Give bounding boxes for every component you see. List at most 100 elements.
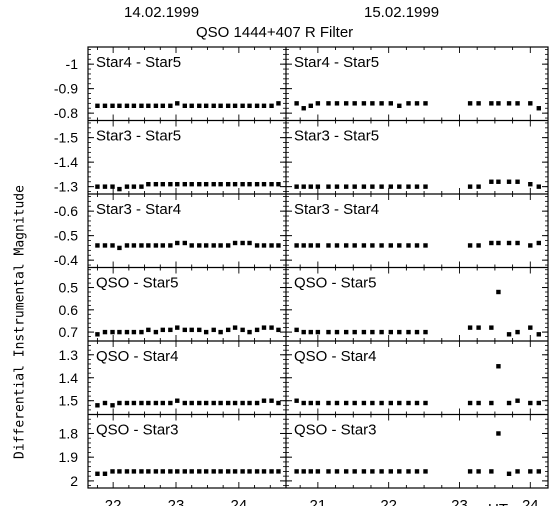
- data-point: [276, 400, 281, 406]
- data-point: [225, 243, 231, 248]
- data-point: [334, 101, 340, 106]
- data-point: [423, 469, 428, 474]
- data-point: [197, 103, 202, 108]
- y-tick-label: 1.5: [59, 393, 79, 409]
- data-point: [315, 243, 321, 248]
- data-point: [117, 469, 122, 474]
- data-point: [175, 101, 180, 106]
- data-point: [528, 101, 533, 106]
- data-point: [95, 332, 100, 337]
- data-point: [388, 469, 393, 474]
- data-point: [536, 184, 541, 189]
- chart-title: QSO 1444+407 R Filter: [196, 24, 354, 41]
- data-point: [102, 243, 108, 248]
- data-point: [175, 469, 180, 474]
- y-tick-label: -1: [66, 56, 79, 72]
- data-point: [160, 469, 165, 474]
- data-point: [536, 240, 541, 246]
- data-point: [153, 103, 159, 108]
- data-point: [388, 243, 393, 248]
- y-tick-label: 0.6: [59, 302, 79, 318]
- data-point: [301, 106, 306, 111]
- data-point: [102, 471, 108, 476]
- data-point: [160, 400, 165, 406]
- data-point: [489, 240, 494, 246]
- data-point: [467, 243, 473, 248]
- data-point: [146, 243, 151, 248]
- data-point: [240, 240, 245, 246]
- data-point: [232, 182, 238, 187]
- data-point: [124, 103, 130, 108]
- data-point: [506, 471, 512, 476]
- data-point: [269, 398, 274, 403]
- data-point: [476, 184, 481, 189]
- data-point: [536, 106, 541, 111]
- data-point: [326, 329, 331, 335]
- data-point: [294, 398, 299, 403]
- data-point: [301, 329, 306, 335]
- data-point: [211, 103, 216, 108]
- data-point: [423, 243, 428, 248]
- data-point: [536, 332, 541, 337]
- data-point: [124, 469, 130, 474]
- data-point: [361, 469, 367, 474]
- data-point: [467, 101, 473, 106]
- data-point: [496, 289, 501, 295]
- data-point: [211, 182, 216, 187]
- data-point: [232, 469, 238, 474]
- data-point: [146, 469, 151, 474]
- data-point: [379, 184, 384, 189]
- data-point: [203, 182, 209, 187]
- data-point: [218, 243, 223, 248]
- data-point: [211, 400, 216, 406]
- panel-label: Star4 - Star5: [96, 54, 181, 71]
- data-point: [489, 400, 494, 406]
- data-point: [182, 103, 187, 108]
- data-point: [203, 103, 209, 108]
- data-point: [334, 400, 340, 406]
- data-point: [406, 184, 411, 189]
- data-point: [496, 431, 501, 436]
- data-point: [388, 400, 393, 406]
- data-point: [334, 243, 340, 248]
- data-point: [476, 243, 481, 248]
- y-tick-label: 1.9: [59, 449, 79, 465]
- data-point: [308, 243, 313, 248]
- data-point: [334, 329, 340, 335]
- data-point: [254, 469, 260, 474]
- data-point: [414, 184, 420, 189]
- data-point: [334, 184, 340, 189]
- data-point: [506, 101, 512, 106]
- data-point: [489, 101, 494, 106]
- data-point: [423, 329, 428, 335]
- data-point: [131, 469, 137, 474]
- panel-label: QSO - Star3: [96, 422, 179, 439]
- data-point: [168, 469, 173, 474]
- data-point: [276, 243, 281, 248]
- data-point: [95, 243, 100, 248]
- data-point: [515, 101, 520, 106]
- data-point: [240, 103, 245, 108]
- data-point: [168, 400, 173, 406]
- data-point: [225, 327, 231, 333]
- data-point: [175, 325, 180, 330]
- data-point: [352, 184, 357, 189]
- data-point: [467, 400, 473, 406]
- data-point: [160, 243, 165, 248]
- panel-label: Star3 - Star4: [294, 201, 379, 218]
- data-point: [232, 240, 238, 246]
- data-point: [489, 179, 494, 184]
- data-point: [301, 469, 306, 474]
- data-point: [218, 103, 223, 108]
- data-point: [218, 469, 223, 474]
- data-point: [506, 179, 512, 184]
- data-point: [197, 400, 202, 406]
- panel-label: QSO - Star5: [294, 275, 377, 292]
- data-point: [294, 243, 299, 248]
- data-point: [388, 184, 393, 189]
- data-point: [326, 101, 331, 106]
- data-point: [361, 329, 367, 335]
- data-point: [254, 103, 260, 108]
- data-point: [211, 327, 216, 333]
- x-tick-label: 23: [451, 497, 468, 506]
